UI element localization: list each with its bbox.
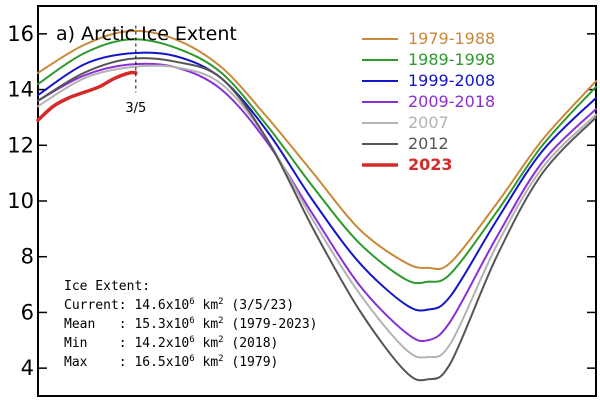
stats-line: Max : 16.5x106 km2 (1979) bbox=[64, 354, 278, 370]
stats-label: Current: bbox=[64, 298, 134, 313]
stats-label: Max : bbox=[64, 355, 134, 370]
stats-unit: km bbox=[195, 317, 219, 332]
series-line-1999-2008 bbox=[37, 51, 597, 312]
series-line-2009-2018 bbox=[37, 62, 597, 343]
legend-label-1979-1988: 1979-1988 bbox=[408, 29, 495, 48]
stats-value: 15.3x10 bbox=[134, 317, 189, 332]
y-tick-label: 14 bbox=[7, 78, 34, 102]
stats-exp: 6 bbox=[189, 297, 194, 307]
series-line-1979-1988 bbox=[37, 29, 597, 271]
stats-unit_exp: 2 bbox=[218, 354, 223, 364]
legend-label-2012: 2012 bbox=[408, 134, 449, 153]
stats-line: Current: 14.6x106 km2 (3/5/23) bbox=[64, 297, 294, 313]
legend-label-1989-1998: 1989-1998 bbox=[408, 50, 495, 69]
stats-unit_exp: 2 bbox=[218, 316, 223, 326]
stats-exp: 6 bbox=[189, 335, 194, 345]
series-line-2007 bbox=[37, 64, 597, 359]
y-tick-label: 16 bbox=[7, 22, 34, 46]
series-line-2023 bbox=[36, 70, 138, 122]
stats-note: (1979) bbox=[224, 355, 279, 370]
series-line-2012 bbox=[37, 57, 597, 382]
legend-label-1999-2008: 1999-2008 bbox=[408, 71, 495, 90]
stats-value: 14.6x10 bbox=[134, 298, 189, 313]
stats-value: 16.5x10 bbox=[134, 355, 189, 370]
stats-heading: Ice Extent: bbox=[64, 279, 150, 294]
marker-label: 3/5 bbox=[125, 101, 146, 116]
stats-value: 14.2x10 bbox=[134, 336, 189, 351]
ice-extent-stats: Ice Extent:Current: 14.6x106 km2 (3/5/23… bbox=[64, 279, 318, 370]
y-tick-label: 12 bbox=[7, 133, 34, 157]
stats-note: (1979-2023) bbox=[224, 317, 318, 332]
stats-line: Mean : 15.3x106 km2 (1979-2023) bbox=[64, 316, 318, 332]
stats-exp: 6 bbox=[189, 354, 194, 364]
stats-label: Mean : bbox=[64, 317, 134, 332]
chart-title: a) Arctic Ice Extent bbox=[56, 23, 237, 45]
stats-unit_exp: 2 bbox=[218, 335, 223, 345]
y-tick-label: 4 bbox=[21, 356, 34, 380]
legend-label-2023: 2023 bbox=[408, 155, 453, 174]
stats-line: Min : 14.2x106 km2 (2018) bbox=[64, 335, 278, 351]
legend-label-2009-2018: 2009-2018 bbox=[408, 92, 495, 111]
date-marker: 3/5 bbox=[125, 25, 146, 116]
y-axis-ticks: 4 6 8 10 12 14 16 bbox=[7, 22, 596, 380]
y-tick-label: 8 bbox=[21, 245, 34, 269]
stats-note: (2018) bbox=[224, 336, 279, 351]
series-line-1989-1998 bbox=[37, 38, 597, 285]
stats-unit_exp: 2 bbox=[218, 297, 223, 307]
y-tick-label: 6 bbox=[21, 300, 34, 324]
legend-label-2007: 2007 bbox=[408, 113, 449, 132]
series-lines bbox=[36, 29, 597, 382]
y-tick-label: 10 bbox=[7, 189, 34, 213]
stats-unit: km bbox=[195, 298, 219, 313]
stats-label: Min : bbox=[64, 336, 134, 351]
stats-exp: 6 bbox=[189, 316, 194, 326]
stats-unit: km bbox=[195, 355, 219, 370]
stats-note: (3/5/23) bbox=[224, 298, 294, 313]
stats-unit: km bbox=[195, 336, 219, 351]
legend: 1979-1988 1989-1998 1999-2008 2009-2018 2007… bbox=[362, 29, 495, 174]
